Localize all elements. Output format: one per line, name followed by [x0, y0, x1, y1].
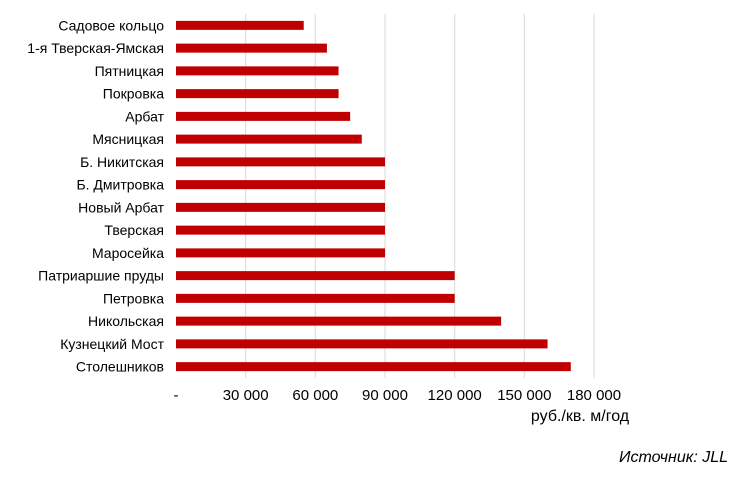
- bar: [176, 271, 455, 281]
- category-labels: Садовое кольцо 1-я Тверская-Ямская Пятницк…: [27, 17, 164, 374]
- x-tick-label: 30 000: [223, 387, 269, 404]
- category-label: Арбат: [125, 108, 164, 124]
- bar: [176, 20, 304, 30]
- bar: [176, 316, 502, 326]
- category-label: Кузнецкий Мост: [60, 336, 164, 352]
- x-tick-label: 180 000: [567, 387, 621, 404]
- x-tick-label: 150 000: [497, 387, 551, 404]
- bar: [176, 362, 571, 372]
- category-label: Новый Арбат: [78, 199, 164, 215]
- bar: [176, 180, 385, 190]
- bar: [176, 202, 385, 212]
- x-tick-label: -: [174, 387, 179, 404]
- category-label: Пятницкая: [95, 63, 164, 79]
- x-tick-label: 120 000: [428, 387, 482, 404]
- bar: [176, 134, 362, 144]
- category-label: 1-я Тверская-Ямская: [27, 40, 164, 56]
- category-label: Патриаршие пруды: [38, 268, 164, 284]
- x-tick-labels: - 30 000 60 000 90 000 120 000 150 000 180 000: [174, 387, 622, 404]
- bars: [176, 20, 571, 372]
- bar: [176, 225, 385, 235]
- category-label: Маросейка: [92, 245, 164, 261]
- x-tick-label: 90 000: [362, 387, 408, 404]
- bar: [176, 43, 327, 53]
- category-label: Б. Никитская: [80, 154, 164, 170]
- source-label: Источник: JLL: [619, 449, 728, 466]
- bar: [176, 89, 339, 99]
- x-tick-label: 60 000: [292, 387, 338, 404]
- bar: [176, 66, 339, 76]
- category-label: Покровка: [103, 86, 164, 102]
- category-label: Тверская: [104, 222, 164, 238]
- category-label: Никольская: [88, 313, 164, 329]
- bar: [176, 293, 455, 303]
- category-label: Столешников: [76, 359, 164, 375]
- bar: [176, 111, 351, 121]
- x-axis-label: руб./кв. м/год: [531, 408, 630, 425]
- category-label: Петровка: [103, 290, 164, 306]
- category-label: Б. Дмитровка: [76, 177, 164, 193]
- bar: [176, 339, 548, 349]
- category-label: Мясницкая: [92, 131, 164, 147]
- bar: [176, 248, 385, 258]
- category-label: Садовое кольцо: [58, 17, 164, 33]
- bar: [176, 157, 385, 167]
